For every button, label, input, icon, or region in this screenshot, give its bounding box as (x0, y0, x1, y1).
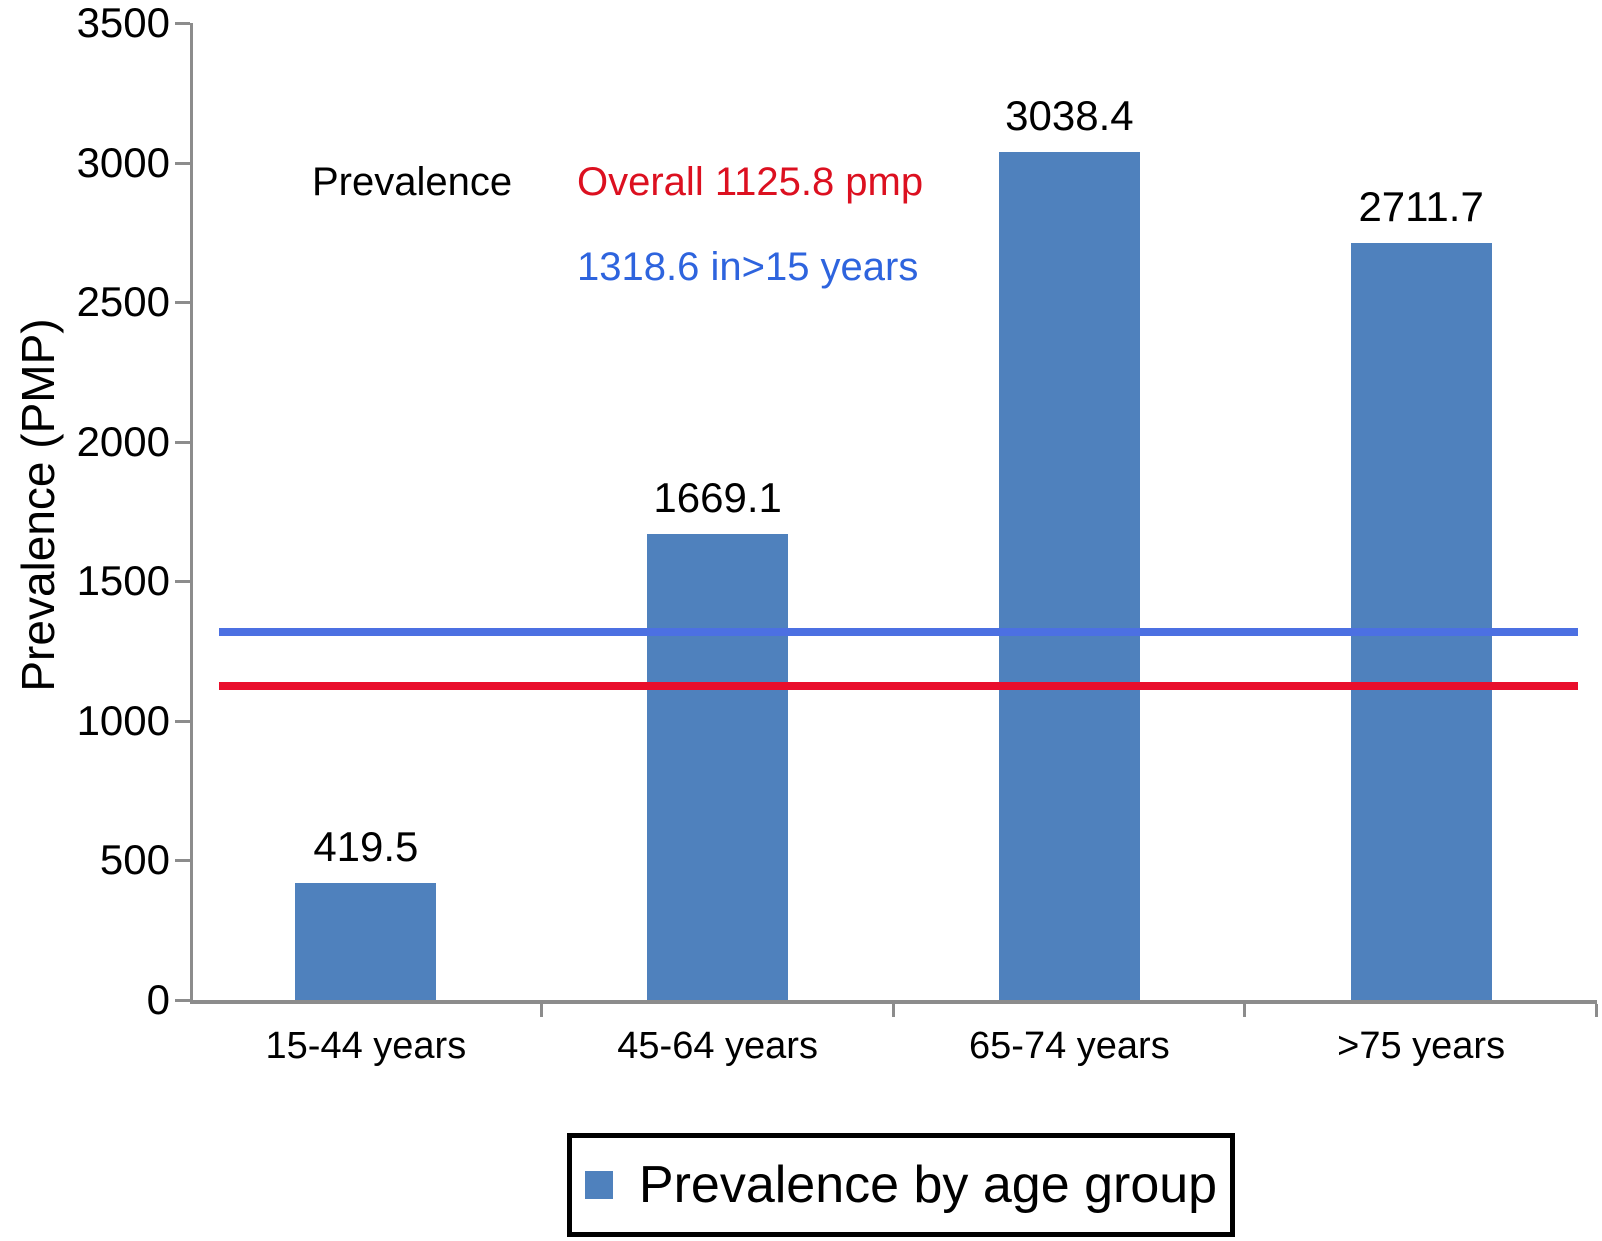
y-axis-tick (175, 440, 190, 444)
x-tick-label: 65-74 years (969, 1025, 1170, 1067)
bar (295, 882, 437, 1000)
y-tick-label: 2000 (76, 417, 170, 465)
y-tick-label: 1500 (76, 557, 170, 605)
bar-value-label: 1669.1 (653, 474, 782, 522)
x-axis-tick (1595, 1004, 1598, 1017)
x-axis-line (190, 1000, 1597, 1004)
bar-value-label: 2711.7 (1358, 183, 1484, 231)
y-axis-tick (175, 859, 190, 863)
bar (647, 534, 789, 1000)
legend: Prevalence by age group (567, 1133, 1235, 1237)
annotation-overall: Overall 1125.8 pmp (577, 160, 924, 204)
annotation-prevalence: Prevalence (312, 160, 513, 204)
legend-swatch-icon (584, 1171, 613, 1199)
x-axis-tick (539, 1004, 543, 1017)
y-axis-line (190, 23, 193, 1004)
y-tick-label: 1000 (76, 696, 170, 744)
x-axis-tick (1243, 1004, 1247, 1017)
y-axis-tick (175, 161, 190, 165)
x-tick-label: 15-44 years (265, 1025, 467, 1067)
y-tick-label: 3000 (76, 138, 170, 186)
y-tick-label: 0 (146, 976, 170, 1023)
y-tick-label: 3500 (76, 0, 170, 46)
legend-label: Prevalence by age group (638, 1156, 1218, 1214)
y-axis-tick (175, 301, 190, 305)
y-tick-label: 2500 (76, 278, 170, 326)
x-tick-label: >75 years (1337, 1025, 1506, 1067)
y-axis-tick (175, 999, 190, 1002)
bar-value-label: 419.5 (313, 822, 419, 870)
y-tick-label: 500 (99, 836, 170, 884)
y-axis-tick (175, 719, 190, 723)
annotation-over15: 1318.6 in>15 years (577, 245, 919, 289)
y-axis-tick (175, 580, 190, 584)
bar-value-label: 3038.4 (1005, 91, 1134, 139)
reference-line-prevalence-over-15 (219, 627, 1578, 636)
bar (1350, 243, 1492, 1000)
x-tick-label: 45-64 years (617, 1025, 818, 1067)
x-axis-tick (891, 1004, 895, 1017)
y-axis-tick (175, 22, 190, 25)
reference-line-overall-prevalence (219, 681, 1578, 690)
bar (998, 151, 1140, 1000)
